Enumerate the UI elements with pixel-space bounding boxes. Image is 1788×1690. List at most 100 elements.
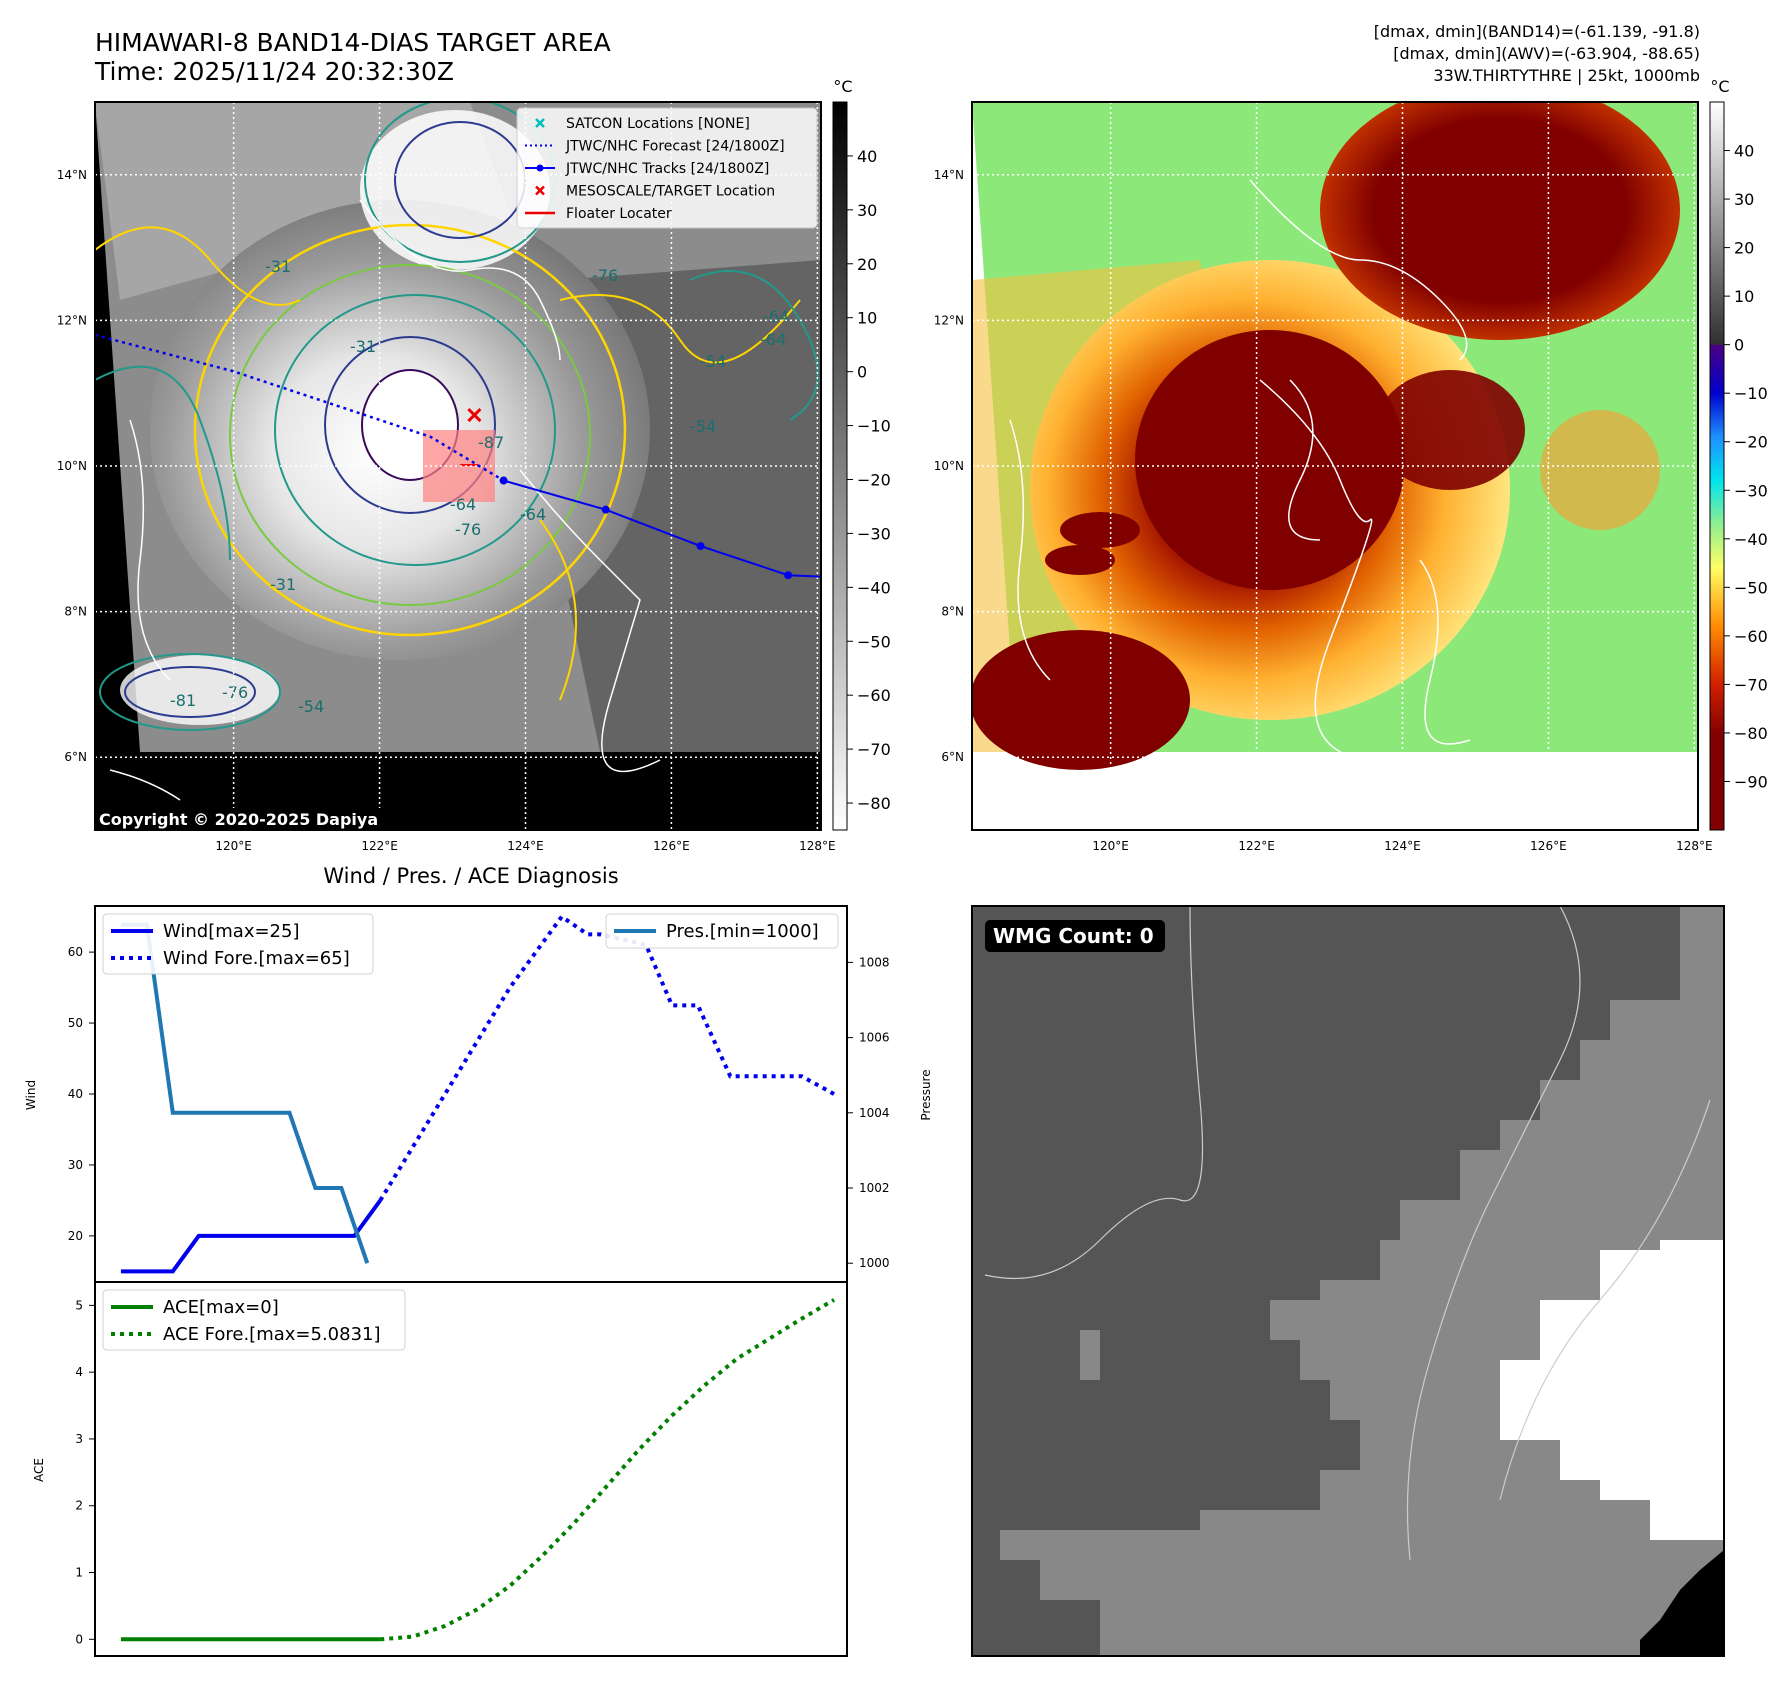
lat-label: 6°N <box>941 750 964 764</box>
legend-label: ACE[max=0] <box>163 1297 279 1318</box>
series-wind <box>120 1199 382 1274</box>
copyright: Copyright © 2020-2025 Dapiya <box>99 810 378 829</box>
colorbar-tick-label: 10 <box>857 309 877 328</box>
color-colorbar-unit: °C <box>1710 77 1729 96</box>
lat-label: 10°N <box>57 459 87 473</box>
legend-marker-dot <box>536 164 544 172</box>
y2-tick-label: 1008 <box>859 955 890 969</box>
map-legend: SATCON Locations [NONE] JTWC/NHC Forecast… <box>516 107 818 229</box>
colorbar-tick-label: −80 <box>857 794 891 813</box>
y-tick-label: 1 <box>75 1566 83 1580</box>
figure-time: Time: 2025/11/24 20:32:30Z <box>94 57 454 86</box>
contour-label: -54 <box>298 697 324 716</box>
gray-colorbar-unit: °C <box>833 77 852 96</box>
track-point <box>696 542 705 551</box>
chart-legend: Pres.[min=1000] <box>605 913 839 949</box>
legend-item: SATCON Locations [NONE] <box>535 116 750 132</box>
colorbar-tick-label: 0 <box>1734 336 1744 355</box>
colorbar-tick-label: −60 <box>1734 627 1768 646</box>
wind-pressure-chart: 20 30 40 50 60 1000 1002 1004 1006 1008 Wind[max=2… <box>68 905 890 1283</box>
legend-label: JTWC/NHC Tracks [24/1800Z] <box>565 161 769 177</box>
y-tick-label: 0 <box>75 1632 83 1646</box>
colorbar-tick-label: −80 <box>1734 724 1768 743</box>
legend-item: Floater Locater <box>525 206 672 222</box>
lon-label: 126°E <box>653 839 690 853</box>
wmg-count: WMG Count: 0 <box>993 924 1154 948</box>
legend-label: Wind[max=25] <box>163 921 300 942</box>
colorbar-tick-label: −20 <box>1734 433 1768 452</box>
ace-ylabel: ACE <box>32 1458 46 1482</box>
lon-label: 128°E <box>1676 839 1713 853</box>
contour-label: -76 <box>592 266 618 285</box>
contour-label: -64 <box>450 495 476 514</box>
pressure-ylabel: Pressure <box>919 1069 933 1120</box>
contour-label: -76 <box>222 683 248 702</box>
colorbar-tick-label: −40 <box>1734 530 1768 549</box>
contour-label: -76 <box>455 520 481 539</box>
contour-label: -54 <box>700 352 726 371</box>
forecast-track <box>95 333 505 482</box>
lat-label: 6°N <box>64 750 87 764</box>
y-tick-label: 2 <box>75 1499 83 1513</box>
dmax-band14: [dmax, dmin](BAND14)=(-61.139, -91.8) <box>1374 22 1700 41</box>
y-tick-label: 3 <box>75 1432 83 1446</box>
series-wind-fore- <box>378 913 835 1202</box>
series-pres- <box>120 922 370 1264</box>
lon-label: 128°E <box>799 839 836 853</box>
legend-label: MESOSCALE/TARGET Location <box>566 184 775 200</box>
contour-label: -31 <box>350 337 376 356</box>
legend-marker <box>535 185 545 196</box>
colorbar-tick-label: 40 <box>1734 142 1754 161</box>
colorbar-tick-label: −30 <box>857 524 891 543</box>
y-tick-label: 4 <box>75 1365 83 1379</box>
chart-legend: Wind[max=25] Wind Fore.[max=65] <box>102 913 374 975</box>
lon-label: 124°E <box>1384 839 1421 853</box>
colorbar-tick-label: 20 <box>1734 239 1754 258</box>
lon-label: 122°E <box>1238 839 1275 853</box>
figure-title: HIMAWARI-8 BAND14-DIAS TARGET AREA <box>95 28 611 57</box>
legend-label: ACE Fore.[max=5.0831] <box>163 1324 381 1345</box>
contour-label: -64 <box>763 307 789 326</box>
contour-label: -54 <box>690 417 716 436</box>
target-marker <box>467 407 482 423</box>
wmg-panel: WMG Count: 0 <box>971 905 1725 1657</box>
y-tick-label: 5 <box>75 1298 83 1312</box>
legend-item: JTWC/NHC Tracks [24/1800Z] <box>525 161 769 177</box>
colorbar-tick-label: −40 <box>857 578 891 597</box>
lat-label: 12°N <box>934 313 964 327</box>
track-point <box>784 571 793 580</box>
colorbar-tick-label: −20 <box>857 470 891 489</box>
lat-label: 10°N <box>934 459 964 473</box>
lat-label: 8°N <box>64 605 87 619</box>
y-tick-label: 30 <box>68 1158 83 1172</box>
colorbar-tick-label: −30 <box>1734 481 1768 500</box>
color-colorbar: °C 40 30 20 10 0 −10 −20 −30 −40 −50 −60 −70 −80 −90 <box>1709 77 1768 831</box>
colorbar-tick-label: 10 <box>1734 287 1754 306</box>
gray-colorbar: °C 40 30 20 10 0 −10 −20 −30 −40 −50 −60 −70 −80 <box>832 77 891 831</box>
y-tick-label: 40 <box>68 1087 83 1101</box>
colorbar-tick-label: −70 <box>1734 675 1768 694</box>
track-point <box>499 476 508 485</box>
track-point <box>601 505 610 514</box>
colorbar-tick-label: 40 <box>857 147 877 166</box>
legend-marker <box>535 118 545 128</box>
legend-label: Pres.[min=1000] <box>666 921 819 942</box>
storm-info: 33W.THIRTYTHRE | 25kt, 1000mb <box>1433 66 1700 85</box>
wind-ylabel: Wind <box>24 1080 38 1110</box>
lon-label: 124°E <box>507 839 544 853</box>
contour-label: -87 <box>478 433 504 452</box>
lon-label: 126°E <box>1530 839 1567 853</box>
colorbar-tick-label: 0 <box>857 363 867 382</box>
chart-legend: ACE[max=0] ACE Fore.[max=5.0831] <box>102 1289 406 1351</box>
dmax-awv: [dmax, dmin](AWV)=(-63.904, -88.65) <box>1393 44 1700 63</box>
diagnosis-title: Wind / Pres. / ACE Diagnosis <box>323 864 618 888</box>
y-tick-label: 20 <box>68 1229 83 1243</box>
legend-label: SATCON Locations [NONE] <box>566 116 750 132</box>
lon-label: 120°E <box>215 839 252 853</box>
y2-tick-label: 1006 <box>859 1031 890 1045</box>
y2-tick-label: 1002 <box>859 1181 890 1195</box>
legend-item: JTWC/NHC Forecast [24/1800Z] <box>525 139 785 155</box>
lon-label: 122°E <box>361 839 398 853</box>
ace-chart: 0 1 2 3 4 5 ACE[max=0] ACE Fore.[max=5.0831] <box>75 1281 848 1657</box>
